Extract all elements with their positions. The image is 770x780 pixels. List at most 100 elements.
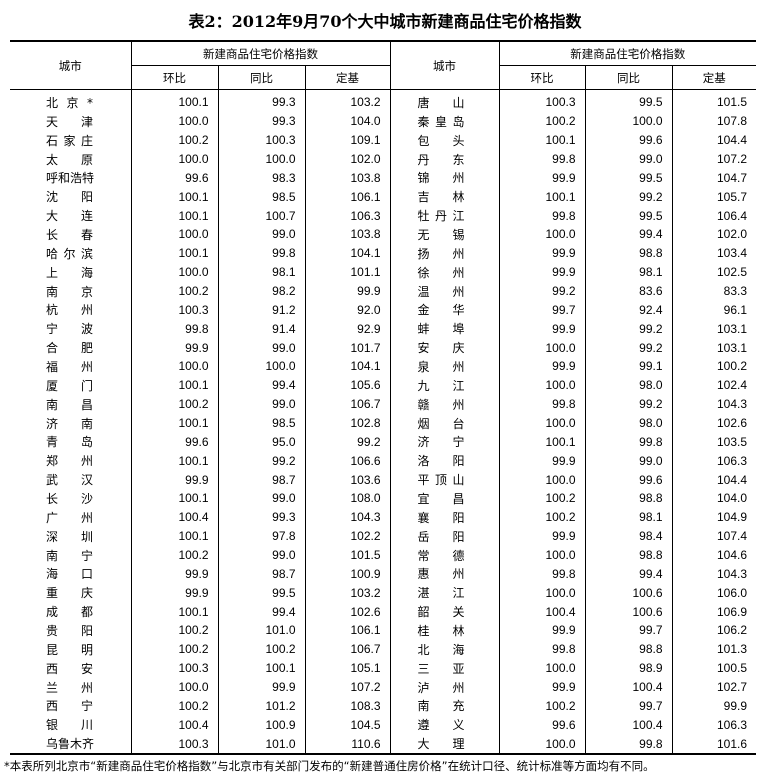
city-name: 福州 bbox=[46, 359, 93, 374]
yoy-cell-right: 92.4 bbox=[584, 300, 673, 320]
yoy-cell-right: 99.0 bbox=[584, 451, 673, 471]
base-cell-right: 104.7 bbox=[671, 168, 757, 188]
mom-cell-right: 100.0 bbox=[498, 413, 586, 433]
mom-cell-left: 100.2 bbox=[130, 281, 219, 301]
yoy-cell-left: 97.8 bbox=[217, 526, 306, 546]
yoy-cell-right: 99.2 bbox=[584, 338, 673, 358]
base-cell-left: 101.5 bbox=[304, 545, 391, 565]
yoy-cell-right: 99.2 bbox=[584, 187, 673, 207]
base-cell-left: 104.1 bbox=[304, 243, 391, 263]
city-cell-left: 武汉 bbox=[10, 470, 132, 490]
city-cell-left: 宁波 bbox=[10, 319, 132, 339]
yoy-cell-right: 99.7 bbox=[584, 696, 673, 716]
city-name: 大连 bbox=[46, 209, 93, 224]
city-cell-right: 丹东 bbox=[389, 149, 500, 169]
city-name: 泸州 bbox=[417, 680, 465, 695]
city-cell-right: 遵义 bbox=[389, 715, 500, 735]
base-cell-left: 104.5 bbox=[304, 715, 391, 735]
city-name: 南宁 bbox=[46, 548, 93, 563]
base-cell-left: 104.0 bbox=[304, 111, 391, 131]
yoy-cell-right: 98.1 bbox=[584, 507, 673, 527]
mom-cell-left: 100.1 bbox=[130, 413, 219, 433]
city-cell-left: 银川 bbox=[10, 715, 132, 735]
mom-cell-left: 100.2 bbox=[130, 394, 219, 414]
mom-cell-left: 100.1 bbox=[130, 526, 219, 546]
base-cell-right: 104.3 bbox=[671, 564, 757, 584]
table-row: 贵阳 100.2 101.0 106.1 桂林 99.9 99.7 106.2 bbox=[10, 621, 757, 640]
table-row: 西宁 100.2 101.2 108.3 南充 100.2 99.7 99.9 bbox=[10, 696, 757, 716]
city-name: 三亚 bbox=[417, 661, 465, 676]
base-cell-left: 103.8 bbox=[304, 168, 391, 188]
city-name: 遵义 bbox=[417, 718, 465, 733]
base-cell-right: 106.3 bbox=[671, 451, 757, 471]
header-yoy-right: 同比 bbox=[584, 65, 673, 90]
city-cell-left: 广州 bbox=[10, 507, 132, 527]
yoy-cell-right: 99.6 bbox=[584, 130, 673, 150]
mom-cell-right: 100.0 bbox=[498, 338, 586, 358]
city-name: 南昌 bbox=[46, 397, 93, 412]
yoy-cell-left: 99.2 bbox=[217, 451, 306, 471]
city-name: 蚌埠 bbox=[417, 322, 465, 337]
city-name: 扬州 bbox=[417, 246, 465, 261]
price-index-table: 城市 新建商品住宅价格指数 城市 新建商品住宅价格指数 环比 同比 定基 环比 … bbox=[10, 40, 757, 756]
yoy-cell-right: 100.0 bbox=[584, 111, 673, 131]
city-cell-left: 重庆 bbox=[10, 583, 132, 603]
yoy-cell-right: 98.0 bbox=[584, 413, 673, 433]
base-cell-right: 106.0 bbox=[671, 583, 757, 603]
city-cell-left: 南昌 bbox=[10, 394, 132, 414]
base-cell-right: 104.3 bbox=[671, 394, 757, 414]
mom-cell-right: 100.0 bbox=[498, 225, 586, 244]
city-cell-right: 湛江 bbox=[389, 583, 500, 603]
yoy-cell-left: 99.0 bbox=[217, 394, 306, 414]
city-cell-right: 无锡 bbox=[389, 225, 500, 244]
table-row: 长沙 100.1 99.0 108.0 宜昌 100.2 98.8 104.0 bbox=[10, 489, 757, 508]
base-cell-right: 103.4 bbox=[671, 243, 757, 263]
yoy-cell-left: 99.9 bbox=[217, 677, 306, 697]
mom-cell-right: 100.0 bbox=[498, 375, 586, 395]
yoy-cell-left: 99.3 bbox=[217, 111, 306, 131]
city-cell-right: 宜昌 bbox=[389, 489, 500, 508]
base-cell-right: 103.1 bbox=[671, 338, 757, 358]
yoy-cell-left: 100.3 bbox=[217, 130, 306, 150]
mom-cell-right: 99.9 bbox=[498, 451, 586, 471]
table-row: 福州 100.0 100.0 104.1 泉州 99.9 99.1 100.2 bbox=[10, 357, 757, 376]
table-row: 沈阳 100.1 98.5 106.1 吉林 100.1 99.2 105.7 bbox=[10, 187, 757, 207]
yoy-cell-left: 99.8 bbox=[217, 243, 306, 263]
mom-cell-left: 99.9 bbox=[130, 564, 219, 584]
city-cell-right: 襄阳 bbox=[389, 507, 500, 527]
mom-cell-right: 99.2 bbox=[498, 281, 586, 301]
yoy-cell-left: 101.0 bbox=[217, 734, 306, 755]
city-name: 吉林 bbox=[417, 190, 465, 205]
table-row: 西安 100.3 100.1 105.1 三亚 100.0 98.9 100.5 bbox=[10, 658, 757, 678]
city-cell-right: 唐山 bbox=[389, 89, 500, 112]
mom-cell-left: 99.6 bbox=[130, 168, 219, 188]
city-cell-right: 洛阳 bbox=[389, 451, 500, 471]
mom-cell-right: 100.0 bbox=[498, 658, 586, 678]
city-cell-left: 西宁 bbox=[10, 696, 132, 716]
yoy-cell-right: 99.5 bbox=[584, 206, 673, 226]
city-cell-left: 兰州 bbox=[10, 677, 132, 697]
city-name: 兰州 bbox=[46, 680, 93, 695]
yoy-cell-left: 99.0 bbox=[217, 545, 306, 565]
mom-cell-left: 99.6 bbox=[130, 432, 219, 452]
mom-cell-right: 100.0 bbox=[498, 545, 586, 565]
base-cell-left: 106.7 bbox=[304, 394, 391, 414]
city-cell-right: 南充 bbox=[389, 696, 500, 716]
city-cell-left: 大连 bbox=[10, 206, 132, 226]
city-cell-left: 西安 bbox=[10, 658, 132, 678]
table-row: 郑州 100.1 99.2 106.6 洛阳 99.9 99.0 106.3 bbox=[10, 451, 757, 471]
mom-cell-left: 100.1 bbox=[130, 602, 219, 622]
mom-cell-right: 100.2 bbox=[498, 507, 586, 527]
header-city-right: 城市 bbox=[389, 40, 500, 90]
base-cell-left: 108.0 bbox=[304, 489, 391, 508]
city-cell-right: 包头 bbox=[389, 130, 500, 150]
base-cell-left: 105.6 bbox=[304, 375, 391, 395]
base-cell-left: 106.6 bbox=[304, 451, 391, 471]
city-name: 平顶山 bbox=[417, 473, 465, 488]
city-cell-left: 杭州 bbox=[10, 300, 132, 320]
mom-cell-left: 100.1 bbox=[130, 243, 219, 263]
mom-cell-left: 100.2 bbox=[130, 621, 219, 640]
city-name: 贵阳 bbox=[46, 623, 93, 638]
base-cell-left: 102.8 bbox=[304, 413, 391, 433]
yoy-cell-left: 99.3 bbox=[217, 89, 306, 112]
